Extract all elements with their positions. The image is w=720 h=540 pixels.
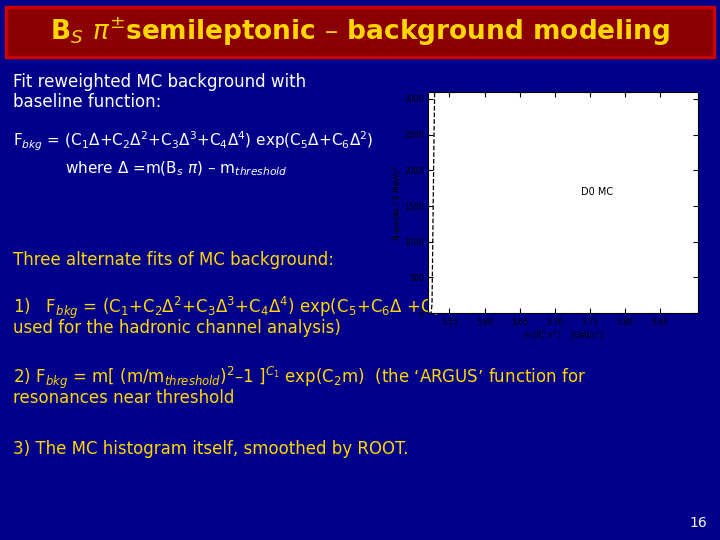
Text: resonances near threshold: resonances near threshold [13, 389, 234, 407]
Y-axis label: N events / 8 MeV/c$^2$: N events / 8 MeV/c$^2$ [390, 164, 402, 241]
Text: used for the hadronic channel analysis): used for the hadronic channel analysis) [13, 319, 341, 336]
Text: where $\Delta$ =m(B$_s$ $\pi$) – m$_{threshold}$: where $\Delta$ =m(B$_s$ $\pi$) – m$_{thr… [65, 159, 287, 178]
Text: F$_{bkg}$ = (C$_1$$\Delta$+C$_2$$\Delta^2$+C$_3$$\Delta^3$+C$_4$$\Delta^4$) exp(: F$_{bkg}$ = (C$_1$$\Delta$+C$_2$$\Delta^… [13, 130, 374, 153]
Text: 16: 16 [689, 516, 707, 530]
Text: baseline function:: baseline function: [13, 93, 161, 111]
Text: 2) F$_{bkg}$ = m[ (m/m$_{threshold}$)$^2$–1 ]$^{C_1}$ exp(C$_2$m)  (the ‘ARGUS’ : 2) F$_{bkg}$ = m[ (m/m$_{threshold}$)$^2… [13, 364, 586, 391]
X-axis label: $m$ ($B_s^0$ $\pi^{\pm}$)    [GeV/c$^2$]: $m$ ($B_s^0$ $\pi^{\pm}$) [GeV/c$^2$] [523, 328, 604, 343]
Text: 3) The MC histogram itself, smoothed by ROOT.: 3) The MC histogram itself, smoothed by … [13, 440, 408, 458]
FancyBboxPatch shape [6, 7, 714, 57]
Text: Fit reweighted MC background with: Fit reweighted MC background with [13, 73, 306, 91]
Text: Three alternate fits of MC background:: Three alternate fits of MC background: [13, 251, 334, 269]
Text: B$_S$ $\pi^{\pm}$semileptonic – background modeling: B$_S$ $\pi^{\pm}$semileptonic – backgrou… [50, 16, 670, 48]
Text: 1)   F$_{bkg}$ = (C$_1$+C$_2$$\Delta^2$+C$_3$$\Delta^3$+C$_4$$\Delta^4$) exp(C$_: 1) F$_{bkg}$ = (C$_1$+C$_2$$\Delta^2$+C$… [13, 294, 649, 321]
Text: D0 MC: D0 MC [580, 187, 613, 197]
